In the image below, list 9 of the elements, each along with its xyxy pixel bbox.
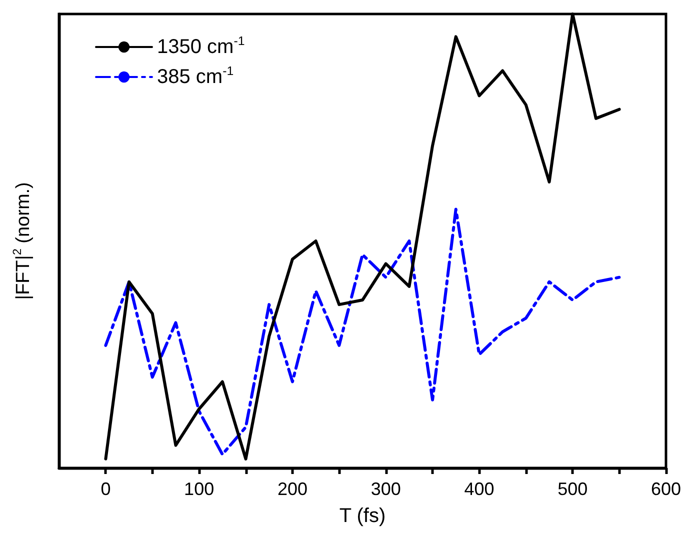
x-tick-label: 0 [100,479,111,499]
x-tick-label: 200 [277,479,308,499]
y-axis-title: |FFT|2 (norm.) [11,182,34,300]
x-tick-label: 600 [650,479,682,499]
x-axis-title: T (fs) [339,505,386,527]
x-tick-label: 500 [558,479,588,499]
x-tick-label: 400 [464,479,494,499]
x-tick-label: 100 [184,479,214,499]
x-tick-label: 300 [370,479,401,499]
